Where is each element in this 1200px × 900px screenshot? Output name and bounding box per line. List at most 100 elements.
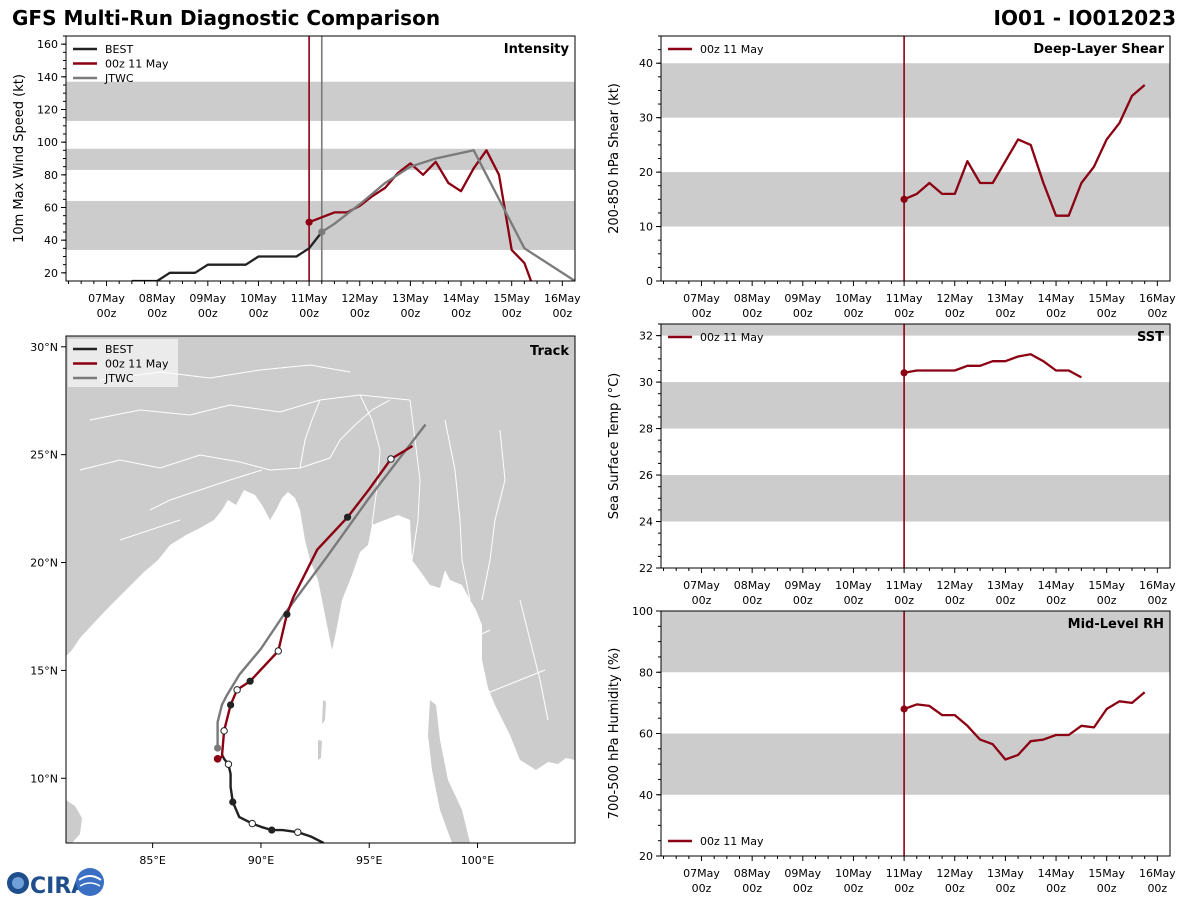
y-axis-label: 10m Max Wind Speed (kt): [12, 74, 27, 243]
x-tick-label: 11May: [886, 579, 923, 592]
x-tick-label: 12May: [936, 867, 973, 880]
shaded-band: [661, 324, 1170, 336]
x-tick-sub: 00z: [1097, 307, 1117, 320]
x-tick-label: 12May: [936, 292, 973, 305]
x-tick-label: 10May: [240, 292, 277, 305]
legend-label: 00z 11 May: [700, 43, 764, 56]
track-point-filled: [268, 826, 276, 834]
y-tick-label: 60: [44, 202, 58, 215]
x-tick-sub: 00z: [742, 307, 762, 320]
x-tick-sub: 00z: [147, 307, 167, 320]
shaded-band: [661, 733, 1170, 795]
y-tick-label: 28: [639, 423, 653, 436]
y-tick-label: 32: [639, 330, 653, 343]
x-tick-label: 08May: [734, 867, 771, 880]
y-axis-label: 200-850 hPa Shear (kt): [607, 83, 622, 234]
storm-id: IO01 - IO012023: [993, 6, 1176, 30]
shaded-band: [661, 475, 1170, 522]
jtwc-start-point: [214, 744, 222, 752]
panel-title: Track: [530, 344, 569, 359]
x-tick-sub: 00z: [742, 882, 762, 895]
x-tick-sub: 00z: [945, 882, 965, 895]
x-tick-label: 13May: [987, 579, 1024, 592]
track-point-filled: [229, 798, 237, 806]
shaded-band: [661, 63, 1170, 118]
land-malay-peninsula: [428, 700, 470, 843]
y-tick-label: 100: [37, 136, 58, 149]
x-tick-label: 09May: [784, 292, 821, 305]
x-tick-sub: 00z: [844, 307, 864, 320]
shaded-band: [661, 382, 1170, 429]
x-tick-label: 14May: [1038, 292, 1075, 305]
x-tick-sub: 00z: [996, 307, 1016, 320]
track-point-filled: [343, 513, 352, 521]
x-tick-label: 100°E: [461, 854, 494, 867]
x-tick-sub: 00z: [742, 594, 762, 607]
legend-label: JTWC: [104, 372, 134, 385]
legend-label: 00z 11 May: [700, 331, 764, 344]
series-line-model: [903, 84, 1146, 217]
x-tick-sub: 00z: [249, 307, 269, 320]
panel-frame: [65, 335, 576, 844]
series-line-best: [131, 231, 323, 281]
y-tick-label: 80: [639, 666, 653, 679]
shaded-band: [661, 611, 1170, 673]
series-start-point: [900, 369, 908, 377]
shaded-band: [66, 81, 575, 121]
series-start-point: [900, 705, 908, 713]
y-tick-label: 140: [37, 71, 58, 84]
panel-shear: [661, 36, 1170, 281]
y-tick-label: 20: [639, 850, 653, 863]
x-tick-label: 14May: [443, 292, 480, 305]
x-tick-label: 07May: [683, 579, 720, 592]
panel-rh: [661, 611, 1170, 856]
x-tick-label: 14May: [1038, 579, 1075, 592]
x-tick-sub: 00z: [945, 307, 965, 320]
model-start-point: [213, 755, 222, 763]
panel-title: Intensity: [504, 42, 570, 57]
y-tick-label: 30: [639, 376, 653, 389]
y-tick-label: 60: [639, 728, 653, 741]
y-tick-label: 10°N: [30, 772, 58, 785]
x-tick-sub: 00z: [97, 307, 117, 320]
y-tick-label: 26: [639, 469, 653, 482]
y-tick-label: 80: [44, 169, 58, 182]
y-tick-label: 15°N: [30, 664, 58, 677]
x-tick-sub: 00z: [502, 307, 522, 320]
x-tick-sub: 00z: [996, 882, 1016, 895]
y-tick-label: 30: [639, 112, 653, 125]
x-tick-sub: 00z: [692, 594, 712, 607]
x-tick-label: 09May: [189, 292, 226, 305]
y-tick-label: 20°N: [30, 557, 58, 570]
x-tick-label: 95°E: [356, 854, 382, 867]
track-point-open: [248, 819, 256, 828]
x-tick-sub: 00z: [401, 307, 421, 320]
series-line-model: [903, 353, 1082, 379]
x-tick-label: 10May: [835, 867, 872, 880]
x-tick-label: 90°E: [248, 854, 274, 867]
plot-area-intensity: [66, 36, 575, 281]
x-tick-sub: 00z: [198, 307, 218, 320]
series-start-point: [305, 218, 313, 226]
land-mass: [66, 336, 575, 770]
x-tick-sub: 00z: [844, 882, 864, 895]
cira-logo: CIRA: [7, 868, 104, 899]
x-tick-label: 08May: [734, 579, 771, 592]
x-tick-label: 07May: [683, 867, 720, 880]
y-tick-label: 0: [646, 275, 653, 288]
x-tick-label: 13May: [987, 292, 1024, 305]
legend-label: JTWC: [104, 72, 134, 85]
x-tick-label: 11May: [886, 867, 923, 880]
x-tick-sub: 00z: [1046, 307, 1066, 320]
x-tick-label: 15May: [1088, 292, 1125, 305]
y-axis-label: Sea Surface Temp (°C): [607, 373, 622, 520]
x-tick-sub: 00z: [793, 307, 813, 320]
y-tick-label: 20: [639, 166, 653, 179]
x-tick-sub: 00z: [692, 307, 712, 320]
panel-intensity: [66, 36, 575, 281]
x-tick-label: 15May: [1088, 579, 1125, 592]
x-tick-label: 15May: [493, 292, 530, 305]
y-tick-label: 10: [639, 221, 653, 234]
track-point-open: [387, 455, 395, 463]
track-point-open: [224, 760, 233, 768]
